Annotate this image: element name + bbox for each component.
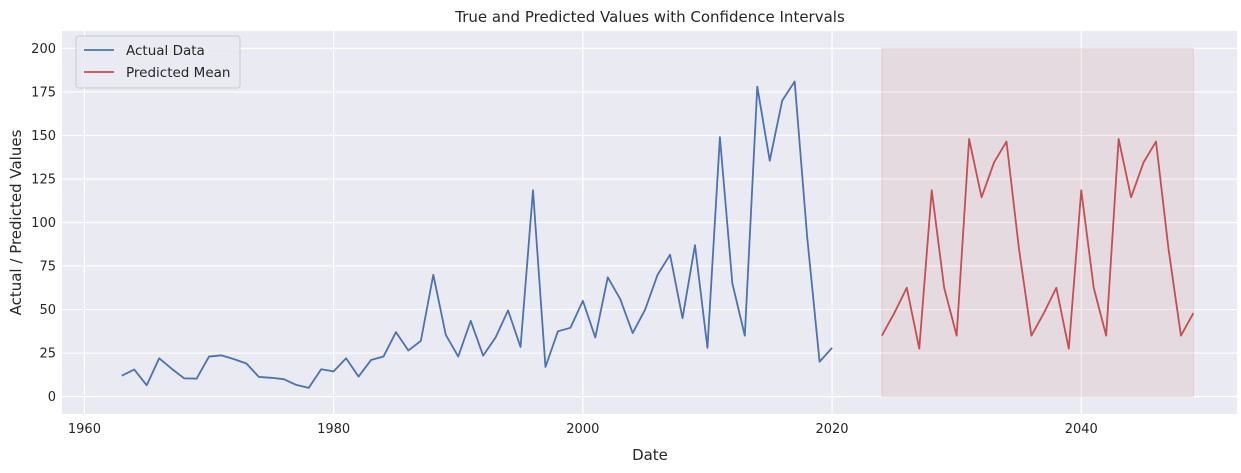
y-tick-label-6: 150 xyxy=(31,129,56,144)
y-tick-label-8: 200 xyxy=(31,42,56,57)
series-lines xyxy=(121,80,1195,389)
x-tick-label-3: 2020 xyxy=(815,422,848,437)
y-tick-label-2: 50 xyxy=(39,303,56,318)
grid xyxy=(62,31,1237,414)
y-ticks: 0 25 50 75 100 125 150 175 200 xyxy=(31,42,56,405)
legend-label-actual: Actual Data xyxy=(126,43,205,59)
x-tick-label-4: 2040 xyxy=(1065,422,1098,437)
x-tick-label-1: 1980 xyxy=(317,422,350,437)
y-tick-label-4: 100 xyxy=(31,216,56,231)
legend-label-predicted: Predicted Mean xyxy=(126,65,230,81)
predicted-mean-line xyxy=(881,138,1195,350)
y-tick-label-3: 75 xyxy=(39,260,56,275)
x-tick-label-0: 1960 xyxy=(68,422,101,437)
x-tick-label-2: 2000 xyxy=(566,422,599,437)
confidence-band-layer xyxy=(881,47,1194,398)
x-ticks: 1960 1980 2000 2020 2040 xyxy=(68,422,1098,437)
y-axis-label: Actual / Predicted Values xyxy=(7,129,25,315)
x-axis-label: Date xyxy=(632,446,668,464)
y-tick-label-1: 25 xyxy=(39,347,56,362)
y-tick-label-5: 125 xyxy=(31,172,56,187)
actual-data-line xyxy=(121,80,833,389)
y-tick-label-0: 0 xyxy=(48,390,56,405)
chart-title: True and Predicted Values with Confidenc… xyxy=(454,8,845,26)
y-tick-label-7: 175 xyxy=(31,85,56,100)
confidence-band xyxy=(881,47,1194,398)
legend: Actual Data Predicted Mean xyxy=(75,35,241,89)
legend-box xyxy=(75,35,241,89)
